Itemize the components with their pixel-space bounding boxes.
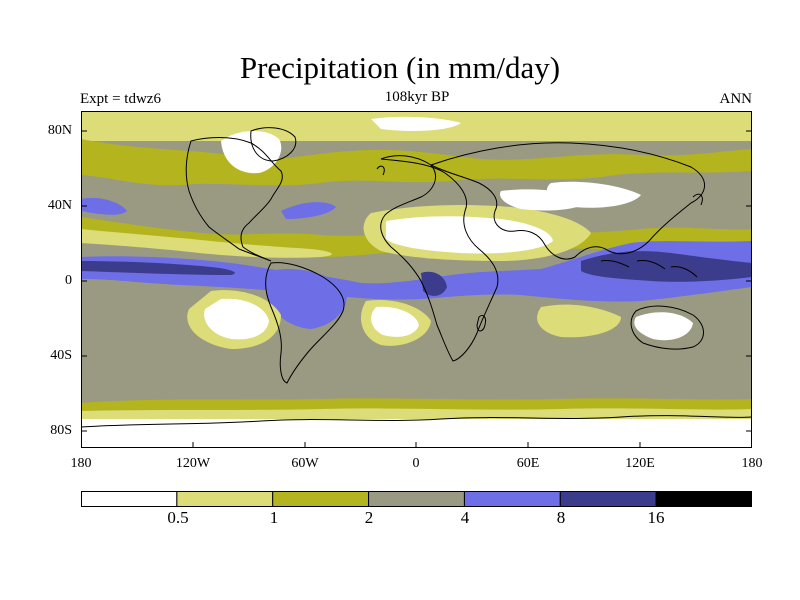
coast-asia xyxy=(429,142,705,260)
colorbar-box-2 xyxy=(272,491,370,507)
colorbar-box-6 xyxy=(655,491,752,507)
field-asia-dry-white xyxy=(499,189,591,211)
colorbar-box-3 xyxy=(368,491,465,507)
coast-indonesia xyxy=(600,260,698,278)
field-subtrop-yellow xyxy=(81,229,332,258)
colorbar-label-0.5: 0.5 xyxy=(167,508,189,527)
coast-antarctica xyxy=(81,415,752,428)
lon-label-0: 0 xyxy=(412,456,420,471)
field-sahara-white xyxy=(386,216,553,254)
lon-label-180-right: 180 xyxy=(741,456,763,471)
field-sindian-yellow xyxy=(537,304,621,338)
colorbar-box-1 xyxy=(176,491,274,507)
coast-europe-africa xyxy=(380,155,499,362)
lon-label-120w: 120W xyxy=(175,456,211,471)
colorbar-label-8: 8 xyxy=(556,508,566,527)
experiment-label: Expt = tdwz6 xyxy=(80,91,161,107)
lat-label-40n: 40N xyxy=(47,198,72,213)
field-itcz-blue xyxy=(81,241,752,302)
lat-label-80n: 80N xyxy=(47,123,72,138)
field-itcz-darkblue-indonesia xyxy=(581,251,752,282)
field-sepacific-white xyxy=(204,298,269,340)
colorbar-label-16: 16 xyxy=(647,508,665,527)
lat-ticks xyxy=(81,130,752,432)
coast-greenland xyxy=(250,127,297,162)
field-congo-darkblue xyxy=(421,271,447,296)
coast-japan-uk xyxy=(376,165,703,206)
precipitation-map xyxy=(81,111,752,448)
lat-label-0: 0 xyxy=(65,273,72,288)
field-greenland-white xyxy=(221,130,282,174)
coast-madagascar xyxy=(476,314,486,332)
field-satlantic-white xyxy=(371,306,419,337)
colorbar-box-4 xyxy=(463,491,561,507)
lat-label-40s: 40S xyxy=(50,348,72,363)
lon-label-60e: 60E xyxy=(516,456,540,471)
field-arctic-white xyxy=(371,116,461,131)
lon-label-120e: 120E xyxy=(625,456,655,471)
lon-ticks xyxy=(192,442,641,448)
field-amazon-blue xyxy=(266,268,347,329)
colorbar-label-1: 1 xyxy=(269,508,279,527)
colorbar-label-2: 2 xyxy=(364,508,374,527)
plot-subtitle: 108kyr BP xyxy=(384,89,450,105)
coast-north-america xyxy=(185,137,283,262)
colorbar xyxy=(81,491,752,507)
lon-label-180-left: 180 xyxy=(70,456,92,471)
coast-south-america xyxy=(265,262,345,384)
plot-title: Precipitation (in mm/day) xyxy=(239,50,561,85)
colorbar-box-0 xyxy=(81,491,178,507)
colorbar-box-5 xyxy=(559,491,657,507)
lat-label-80s: 80S xyxy=(50,423,72,438)
field-australia-white xyxy=(634,312,693,341)
field-itcz-darkblue-pacific xyxy=(81,261,235,275)
colorbar-label-4: 4 xyxy=(460,508,470,527)
coastlines xyxy=(81,127,752,428)
lon-label-60w: 60W xyxy=(291,456,319,471)
field-natlantic-blue xyxy=(281,202,336,219)
field-npacific-blue xyxy=(81,197,127,215)
field-north-olive xyxy=(81,139,752,186)
season-label: ANN xyxy=(719,91,753,107)
coast-australia xyxy=(630,305,704,350)
